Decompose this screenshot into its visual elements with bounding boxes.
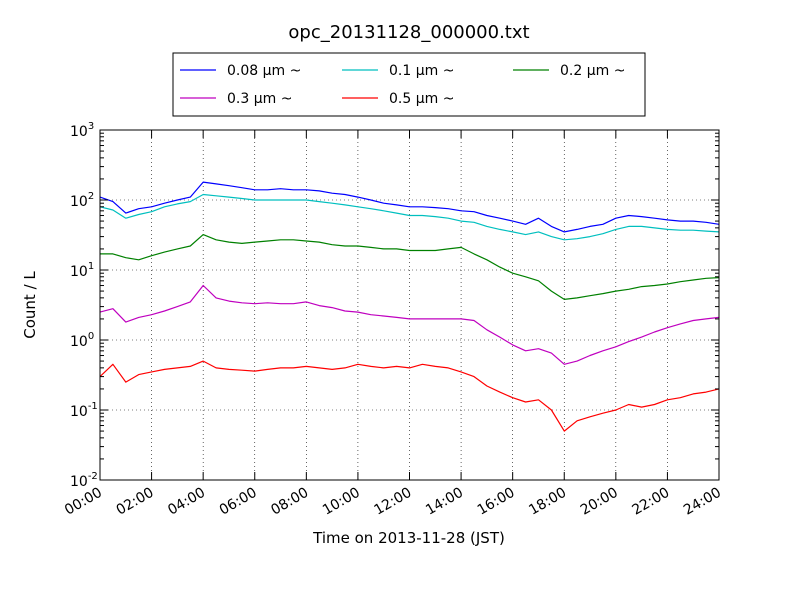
series-line-0: [99, 181, 720, 233]
axis-ticks: [99, 129, 720, 481]
legend-items: 0.08 μm ~ 0.1 μm ~ 0.2 μm ~ 0.3 μm ~ 0.5 μm …: [180, 63, 625, 107]
y-tick-label: 103: [70, 121, 94, 140]
legend-label: 0.1 μm ~: [389, 63, 454, 79]
x-axis-title: Time on 2013-11-28 (JST): [312, 529, 505, 547]
series-lines: [99, 181, 720, 432]
y-tick-label: 10-1: [70, 401, 98, 420]
chart-title: opc_20131128_000000.txt: [288, 22, 529, 43]
series-line-3: [99, 284, 720, 365]
y-axis-title: Count / L: [21, 271, 39, 339]
y-tick-label: 101: [70, 261, 94, 280]
legend-label: 0.3 μm ~: [227, 91, 292, 107]
legend-label: 0.2 μm ~: [560, 63, 625, 79]
series-line-1: [99, 193, 720, 241]
legend-label: 0.08 μm ~: [227, 63, 301, 79]
series-line-2: [100, 234, 720, 300]
legend-label: 0.5 μm ~: [389, 91, 454, 107]
y-tick-label: 10-2: [70, 471, 98, 490]
plot-area: [100, 130, 719, 480]
y-tick-label: 100: [70, 331, 94, 350]
series-line-4: [99, 360, 720, 432]
legend: 0.08 μm ~ 0.1 μm ~ 0.2 μm ~ 0.3 μm ~ 0.5 μm …: [172, 52, 646, 117]
legend-box: [172, 52, 646, 117]
y-tick-labels: 10-2 10-1 100 101 102 103: [70, 121, 98, 490]
y-tick-label: 102: [70, 191, 94, 210]
